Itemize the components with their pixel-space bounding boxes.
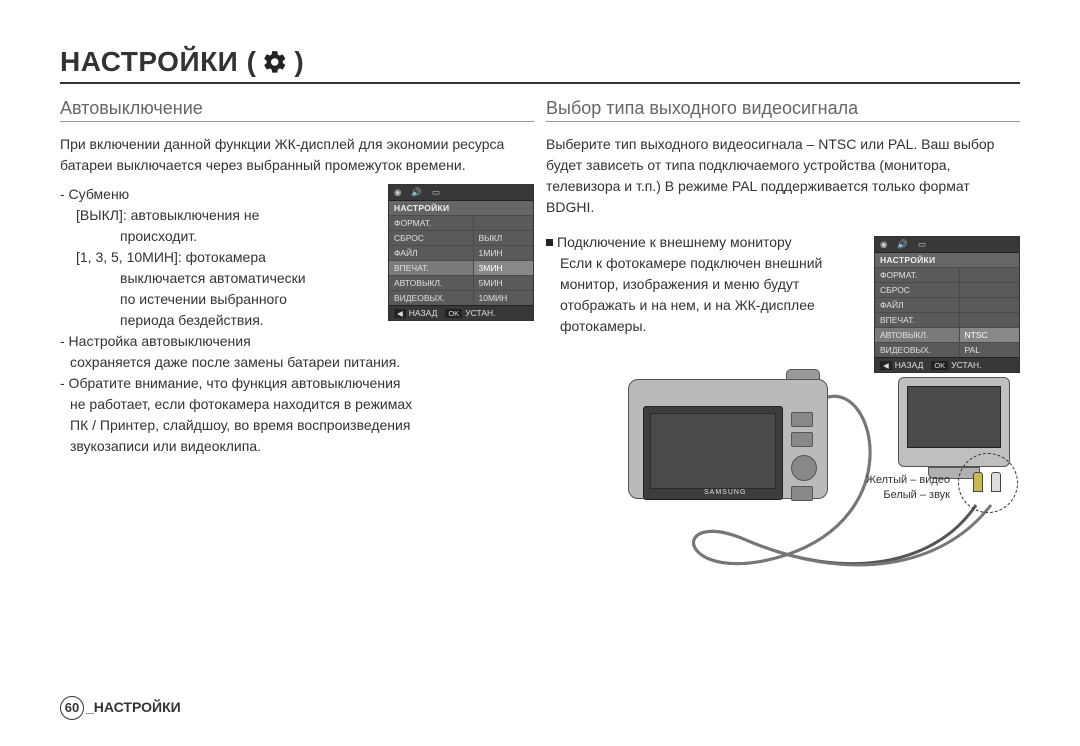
camera-dpad: [791, 455, 817, 481]
camera-buttons: [791, 412, 817, 501]
lcd-tabs: ◉ 🔊 ▭: [389, 185, 533, 201]
back-label: НАЗАД: [409, 308, 438, 318]
lcd-row-value: ВЫКЛ: [473, 231, 533, 245]
footer-label: _НАСТРОЙКИ: [86, 699, 181, 715]
display-tab-icon: ▭: [913, 237, 931, 252]
lcd-row-value: [959, 298, 1019, 312]
yellow-plug: [973, 472, 983, 492]
title-suffix: ): [294, 46, 304, 78]
lcd-row-value: [959, 283, 1019, 297]
lcd-row: АВТОВЫКЛ.5МИН: [389, 275, 533, 290]
bullet-square-icon: [546, 239, 553, 246]
page-footer: 60_НАСТРОЙКИ: [60, 696, 181, 720]
lcd-row: ФОРМАТ.: [389, 215, 533, 230]
cable-labels: Желтый – видео Белый – звук: [866, 473, 950, 504]
lcd-row-label: ФОРМАТ.: [389, 216, 473, 230]
note1b: сохраняется даже после замены батареи пи…: [60, 352, 534, 373]
camera-lcd: SAMSUNG: [643, 406, 783, 500]
lcd-row: ФАЙЛ: [875, 297, 1019, 312]
title-prefix: НАСТРОЙКИ (: [60, 46, 256, 78]
camera-btn: [791, 412, 813, 427]
lcd-header: НАСТРОЙКИ: [875, 253, 1019, 267]
left-submenu: ◉ 🔊 ▭ НАСТРОЙКИ ФОРМАТ.СБРОСВЫКЛФАЙЛ1МИН…: [60, 184, 534, 457]
page-number: 60: [60, 696, 84, 720]
lcd-row-label: СБРОС: [875, 283, 959, 297]
note2c: ПК / Принтер, слайдшоу, во время воспрои…: [60, 415, 534, 436]
white-label: Белый – звук: [866, 488, 950, 503]
lcd-row-value: 3МИН: [473, 261, 533, 275]
lcd-row-value: 10МИН: [473, 291, 533, 305]
left-lcd: ◉ 🔊 ▭ НАСТРОЙКИ ФОРМАТ.СБРОСВЫКЛФАЙЛ1МИН…: [388, 184, 534, 321]
manual-page: НАСТРОЙКИ ( ) Автовыключение При включен…: [0, 0, 1080, 746]
lcd-row-label: ФАЙЛ: [389, 246, 473, 260]
set-label: УСТАН.: [465, 308, 495, 318]
white-plug: [991, 472, 1001, 492]
ok-key-icon: OK: [445, 309, 462, 318]
right-heading: Выбор типа выходного видеосигнала: [546, 98, 1020, 122]
note2d: звукозаписи или видеоклипа.: [60, 436, 534, 457]
lcd-row-label: ВИДЕОВЫХ.: [389, 291, 473, 305]
lcd-row-label: АВТОВЫКЛ.: [389, 276, 473, 290]
left-column: Автовыключение При включении данной функ…: [60, 98, 534, 585]
lcd-footer: ◀НАЗАД OKУСТАН.: [389, 305, 533, 320]
columns: Автовыключение При включении данной функ…: [60, 98, 1020, 585]
yellow-label: Желтый – видео: [866, 473, 950, 488]
lcd-row-label: ФОРМАТ.: [875, 268, 959, 282]
right-intro: Выберите тип выходного видеосигнала – NT…: [546, 134, 1020, 218]
lcd-row: ФОРМАТ.: [875, 267, 1019, 282]
camera-tab-icon: ◉: [389, 185, 406, 200]
sound-tab-icon: 🔊: [892, 237, 913, 252]
title-rule: [60, 82, 1020, 84]
display-tab-icon: ▭: [427, 185, 445, 200]
sound-tab-icon: 🔊: [406, 185, 427, 200]
camera-btn: [791, 486, 813, 501]
lcd-row: ВПЕЧАТ.3МИН: [389, 260, 533, 275]
camera-brand: SAMSUNG: [704, 489, 746, 496]
plug-detail-circle: [958, 453, 1018, 513]
right-column: Выбор типа выходного видеосигнала Выбери…: [546, 98, 1020, 585]
camera-body: SAMSUNG: [628, 379, 828, 499]
camera-lcd-inner: [650, 413, 776, 489]
lcd-row-label: СБРОС: [389, 231, 473, 245]
lcd-row-value: [959, 313, 1019, 327]
left-heading: Автовыключение: [60, 98, 534, 122]
connection-diagram: SAMSUNG: [546, 365, 1020, 585]
lcd-row: ФАЙЛ1МИН: [389, 245, 533, 260]
lcd-row: СБРОСВЫКЛ: [389, 230, 533, 245]
lcd-row-value: NTSC: [959, 328, 1019, 342]
right-lcd: ◉ 🔊 ▭ НАСТРОЙКИ ФОРМАТ.СБРОСФАЙЛВПЕЧАТ.А…: [874, 236, 1020, 373]
lcd-row-label: ВИДЕОВЫХ.: [875, 343, 959, 357]
lcd-tabs: ◉ 🔊 ▭: [875, 237, 1019, 253]
lcd-row: АВТОВЫКЛ.NTSC: [875, 327, 1019, 342]
note1: - Настройка автовыключения: [60, 331, 534, 352]
page-title: НАСТРОЙКИ ( ): [60, 46, 1020, 78]
lcd-row-value: [959, 268, 1019, 282]
lcd-row-label: ФАЙЛ: [875, 298, 959, 312]
lcd-row: ВИДЕОВЫХ.PAL: [875, 342, 1019, 357]
camera-tab-icon: ◉: [875, 237, 892, 252]
left-intro: При включении данной функции ЖК-дисплей …: [60, 134, 534, 176]
gear-icon: [262, 49, 288, 75]
lcd-row-value: PAL: [959, 343, 1019, 357]
note2b: не работает, если фотокамера находится в…: [60, 394, 534, 415]
lcd-panel: ◉ 🔊 ▭ НАСТРОЙКИ ФОРМАТ.СБРОСВЫКЛФАЙЛ1МИН…: [388, 184, 534, 321]
lcd-row-value: 1МИН: [473, 246, 533, 260]
lcd-row-label: ВПЕЧАТ.: [875, 313, 959, 327]
camera-illustration: SAMSUNG: [628, 365, 848, 510]
lcd-row-value: [473, 216, 533, 230]
lcd-row-label: АВТОВЫКЛ.: [875, 328, 959, 342]
lcd-panel: ◉ 🔊 ▭ НАСТРОЙКИ ФОРМАТ.СБРОСФАЙЛВПЕЧАТ.А…: [874, 236, 1020, 373]
lcd-row-label: ВПЕЧАТ.: [389, 261, 473, 275]
lcd-row: СБРОС: [875, 282, 1019, 297]
back-key-icon: ◀: [394, 309, 406, 318]
lcd-row: ВПЕЧАТ.: [875, 312, 1019, 327]
camera-btn: [791, 432, 813, 447]
right-block: ◉ 🔊 ▭ НАСТРОЙКИ ФОРМАТ.СБРОСФАЙЛВПЕЧАТ.А…: [546, 232, 1020, 337]
note2: - Обратите внимание, что функция автовык…: [60, 373, 534, 394]
lcd-row-value: 5МИН: [473, 276, 533, 290]
lcd-header: НАСТРОЙКИ: [389, 201, 533, 215]
monitor-screen: [907, 386, 1001, 448]
lcd-row: ВИДЕОВЫХ.10МИН: [389, 290, 533, 305]
